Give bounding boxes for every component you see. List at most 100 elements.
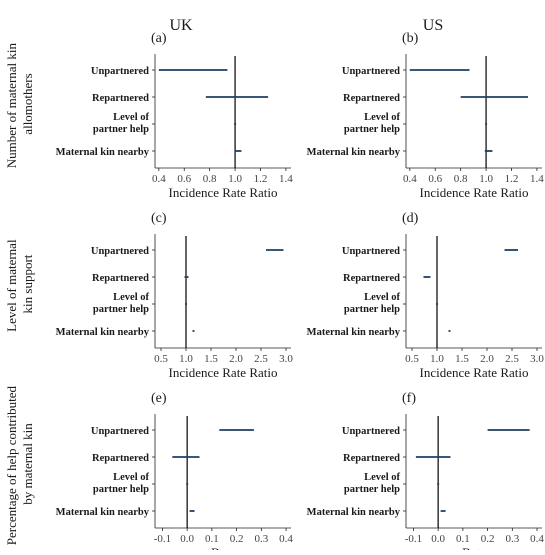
x-axis-title: Incidence Rate Ratio: [419, 365, 528, 380]
category-label-unpartnered: Unpartnered: [91, 246, 149, 257]
category-label-repartnered: Repartnered: [343, 273, 400, 284]
x-tick-label: 1.2: [505, 173, 519, 185]
x-tick-label: 0.6: [177, 173, 191, 185]
x-tick-label: 1.5: [204, 353, 218, 365]
x-axis-title: Beta: [211, 545, 235, 550]
row-title-kin-allomothers-line-2: allomothers: [20, 73, 35, 134]
category-label-line: partner help: [93, 304, 149, 315]
category-label-line: partner help: [93, 124, 149, 135]
x-tick-label: 0.6: [428, 173, 442, 185]
x-tick-label: 0.5: [154, 353, 168, 365]
category-label-line: partner help: [344, 484, 400, 495]
x-tick-label: 2.0: [480, 353, 494, 365]
panel-letter-a: (a): [151, 31, 167, 46]
category-label-maternal-kin-nearby: Maternal kin nearby: [307, 507, 401, 518]
x-tick-label: 0.0: [431, 533, 445, 545]
category-label-maternal-kin-nearby: Maternal kin nearby: [56, 507, 150, 518]
panel-letter-d: (d): [402, 211, 419, 226]
category-label-repartnered: Repartnered: [92, 453, 149, 464]
x-tick-label: 0.8: [203, 173, 217, 185]
category-label-line: Level of: [364, 112, 400, 123]
category-label-maternal-kin-nearby: Maternal kin nearby: [56, 327, 150, 338]
x-tick-label: 0.2: [230, 533, 244, 545]
x-axis-title: Incidence Rate Ratio: [419, 185, 528, 200]
x-tick-label: 0.4: [530, 533, 544, 545]
row-title-help-percentage-line-1: Percentage of help contributed: [4, 386, 19, 546]
x-tick-label: 0.1: [205, 533, 219, 545]
category-label-maternal-kin-nearby: Maternal kin nearby: [307, 327, 401, 338]
category-label-line: Level of: [113, 472, 149, 483]
row-title-kin-support-line-1: Level of maternal: [4, 239, 19, 332]
x-tick-label: 0.3: [254, 533, 268, 545]
x-tick-label: 1.4: [279, 173, 293, 185]
category-label-repartnered: Repartnered: [343, 93, 400, 104]
panel-e: (e) -0.1 0.0 0.1 0.2 0.3 0.4 Beta Unpartnered Rep…: [56, 391, 294, 555]
x-tick-label: 1.0: [228, 173, 242, 185]
x-tick-label: 2.5: [505, 353, 519, 365]
category-label-line: Level of: [364, 472, 400, 483]
x-tick-label: 1.2: [254, 173, 268, 185]
x-tick-label: -0.1: [405, 533, 422, 545]
category-label-maternal-kin-nearby: Maternal kin nearby: [56, 147, 150, 158]
category-label-line: Level of: [113, 112, 149, 123]
x-tick-label: 0.8: [454, 173, 468, 185]
row-title-kin-allomothers: Number of maternal kin allomothers: [4, 40, 35, 169]
category-label-level-of-partner-help: Level of partner help: [93, 112, 150, 135]
panel-letter-e: (e): [151, 391, 167, 406]
x-tick-label: 0.2: [481, 533, 495, 545]
category-label-level-of-partner-help: Level of partner help: [93, 292, 150, 315]
x-tick-label: 3.0: [279, 353, 293, 365]
x-tick-label: 3.0: [530, 353, 544, 365]
category-label-unpartnered: Unpartnered: [91, 426, 149, 437]
x-tick-label: -0.1: [154, 533, 171, 545]
x-tick-label: 0.5: [405, 353, 419, 365]
x-tick-label: 2.5: [254, 353, 268, 365]
category-label-level-of-partner-help: Level of partner help: [344, 292, 401, 315]
x-tick-label: 0.1: [456, 533, 470, 545]
category-label-unpartnered: Unpartnered: [342, 426, 400, 437]
row-title-kin-support: Level of maternal kin support: [4, 236, 35, 332]
category-label-repartnered: Repartnered: [92, 273, 149, 284]
x-axis-title: Incidence Rate Ratio: [168, 185, 277, 200]
x-tick-label: 0.0: [180, 533, 194, 545]
row-title-help-percentage: Percentage of help contributed by matern…: [4, 383, 35, 545]
panel-letter-f: (f): [402, 391, 416, 406]
category-label-level-of-partner-help: Level of partner help: [93, 472, 150, 495]
x-tick-label: 1.0: [479, 173, 493, 185]
category-label-line: Level of: [113, 292, 149, 303]
x-axis-title: Beta: [462, 545, 486, 550]
x-tick-label: 1.5: [455, 353, 469, 365]
category-label-unpartnered: Unpartnered: [91, 66, 149, 77]
category-label-repartnered: Repartnered: [343, 453, 400, 464]
column-header-us: US: [423, 17, 443, 34]
category-label-line: partner help: [93, 484, 149, 495]
category-label-repartnered: Repartnered: [92, 93, 149, 104]
x-tick-label: 1.4: [530, 173, 544, 185]
x-tick-label: 1.0: [179, 353, 193, 365]
x-tick-label: 0.4: [403, 173, 417, 185]
category-label-line: Level of: [364, 292, 400, 303]
category-label-maternal-kin-nearby: Maternal kin nearby: [307, 147, 401, 158]
panel-letter-b: (b): [402, 31, 419, 46]
category-label-unpartnered: Unpartnered: [342, 246, 400, 257]
panel-letter-c: (c): [151, 211, 167, 226]
category-label-unpartnered: Unpartnered: [342, 66, 400, 77]
x-axis-title: Incidence Rate Ratio: [168, 365, 277, 380]
row-title-help-percentage-line-2: by maternal kin: [20, 423, 35, 505]
category-label-level-of-partner-help: Level of partner help: [344, 472, 401, 495]
panel-f: (f) -0.1 0.0 0.1 0.2 0.3 0.4 Beta Unpartnered Rep…: [307, 391, 545, 555]
x-tick-label: 0.4: [279, 533, 293, 545]
category-label-level-of-partner-help: Level of partner help: [344, 112, 401, 135]
row-title-kin-allomothers-line-1: Number of maternal kin: [4, 42, 19, 168]
category-label-line: partner help: [344, 304, 400, 315]
row-title-kin-support-line-2: kin support: [20, 254, 35, 313]
x-tick-label: 0.3: [505, 533, 519, 545]
column-header-uk: UK: [169, 17, 193, 34]
